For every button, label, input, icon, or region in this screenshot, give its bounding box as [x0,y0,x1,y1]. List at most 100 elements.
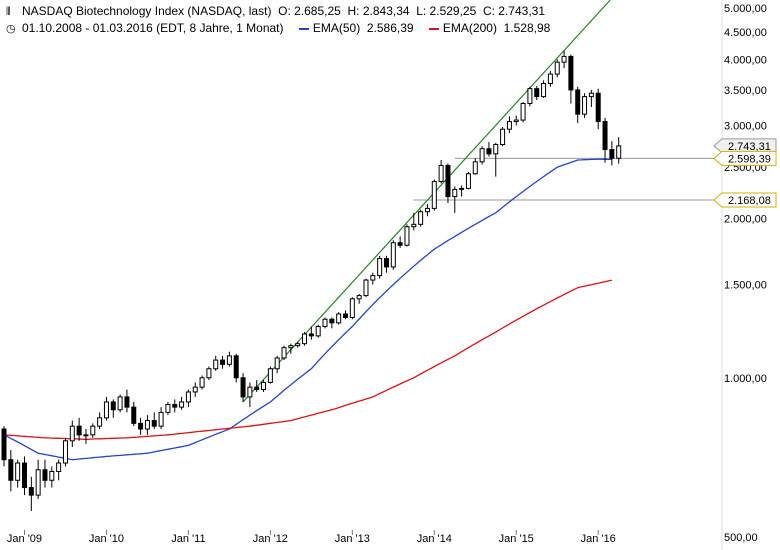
candle-body-bull [500,128,506,146]
candle-body-bear [383,258,389,268]
level-price-label: 2.598,39 [728,153,771,165]
candle-body-bear [254,386,260,391]
y-tick-label: 4.000,00 [724,54,767,66]
candle-body-bull [90,425,96,436]
candle-body-bull [472,161,478,175]
ohlc-open: O: 2.685,25 [278,4,341,18]
candle-body-bull [69,425,75,442]
candle-body-bull [527,88,533,104]
y-tick-label: 3.500,00 [724,85,767,97]
y-tick-label: 500,00 [724,532,758,544]
candle-body-bull [213,359,219,370]
candle-body-bear [138,422,144,430]
candle-body-bull [336,313,342,324]
candle-body-bull [103,401,109,419]
candle-body-bull [83,434,89,437]
ema50-legend-swatch [298,27,309,30]
candle-body-bull [267,368,273,383]
x-tick-label: Jan '14 [417,533,452,545]
candlestick-icon: ⫴ [6,6,11,18]
candle-body-bear [575,89,581,115]
candle-body-bull [431,180,437,209]
candle-body-bull [274,357,280,370]
candle-body-bear [595,92,601,123]
candle-body-bear [131,406,137,424]
ohlc-low: L: 2.529,25 [416,4,477,18]
ema50-label: EMA(50) [312,21,361,35]
x-tick-label: Jan '15 [499,533,534,545]
candle-body-bull [588,92,594,98]
candle-body-bull [370,275,376,281]
ema50-line [3,158,612,461]
candle-body-bull [554,61,560,75]
candle-body-bull [418,211,424,225]
candle-body-bull [356,295,362,300]
candle-body-bear [233,355,239,379]
candle-body-bull [199,377,205,388]
candle-body-bull [479,148,485,163]
candle-body-bear [110,401,116,411]
candle-body-bull [424,207,430,213]
candle-body-bull [493,144,499,155]
x-tick-label: Jan '11 [171,533,205,545]
candle-body-bull [15,462,21,481]
candle-body-bull [56,462,62,472]
candle-body-bull [97,417,103,427]
candle-body-bear [568,55,574,91]
candle-body-bear [42,469,48,481]
candle-body-bull [261,381,267,391]
ema200-label: EMA(200) [442,21,497,35]
candle-body-bear [486,148,492,155]
x-tick-label: Jan '16 [581,533,616,545]
candle-body-bull [179,401,185,408]
clock-icon: ◷ [6,23,16,35]
ohlc-high: H: 2.843,34 [347,4,410,18]
candle-body-bull [465,173,471,189]
date-range: 01.10.2008 - 01.03.2016 (EDT, 8 Jahre, 1… [22,21,284,35]
candle-body-bear [151,420,157,427]
y-tick-label: 1.000,00 [724,373,767,385]
candle-body-bull [506,121,512,130]
y-tick-label: 1.500,00 [724,280,767,292]
candle-body-bull [206,368,212,379]
candle-body-bull [49,470,55,481]
candle-body-bull [302,333,308,345]
y-tick-label: 4.500,00 [724,27,767,39]
candle-body-bull [315,325,321,337]
x-tick-label: Jan '12 [253,533,288,545]
candle-body-bull [62,440,68,464]
ema50-value: 2.586,39 [366,21,414,35]
candle-body-bull [158,411,164,427]
x-tick-label: Jan '13 [335,533,370,545]
candle-body-bull [541,82,547,98]
ema200-legend-swatch [428,27,439,30]
candle-body-bull [165,404,171,413]
y-tick-label: 3.000,00 [724,120,767,132]
ema200-value: 1.528,98 [503,21,551,35]
candle-body-bear [534,88,540,98]
candle-body-bull [459,187,465,190]
candle-body-bull [322,318,328,327]
x-tick-label: Jan '10 [89,533,124,545]
candle-body-bear [240,377,246,398]
candle-body-bull [411,223,417,228]
candle-body-bear [76,425,82,436]
ema200-line [3,279,613,440]
candle-body-bull [288,345,294,349]
candle-body-bear [445,164,451,198]
candle-body-bear [343,313,348,318]
candle-body-bull [185,391,191,403]
candle-body-bull [520,102,526,121]
candle-body-bull [117,396,123,411]
candle-body-bear [124,396,130,408]
candle-body-bear [397,242,403,246]
candle-body-bull [247,386,253,398]
candle-body-bull [616,145,622,159]
candle-body-bull [144,420,150,430]
candle-body-bear [609,149,615,159]
candle-body-bull [226,355,232,365]
candle-body-bull [390,242,396,268]
candle-body-bear [220,359,226,365]
candle-body-bull [452,188,458,198]
